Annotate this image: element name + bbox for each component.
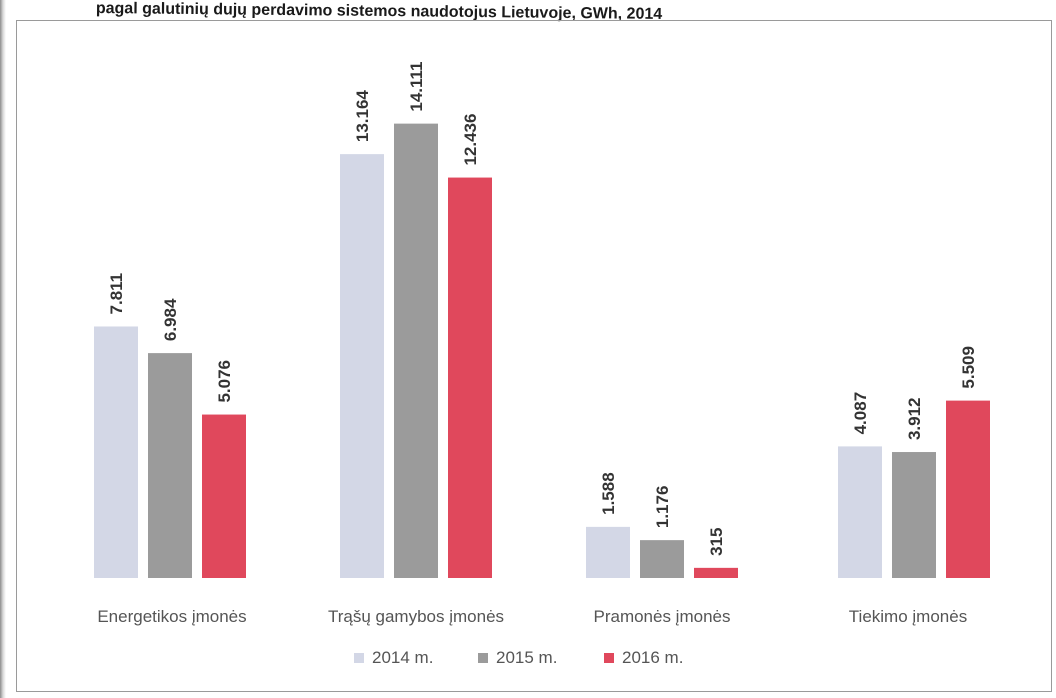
chart-frame [16, 20, 1052, 692]
bar [838, 446, 882, 578]
category-label: Energetikos įmonės [97, 607, 246, 626]
data-label: 5.509 [959, 346, 978, 389]
data-label: 5.076 [215, 360, 234, 403]
data-label: 7.811 [107, 273, 126, 315]
legend-swatch [478, 653, 488, 663]
legend-swatch [354, 653, 364, 663]
data-label: 1.588 [599, 472, 618, 515]
bar [640, 540, 684, 578]
bar [448, 177, 492, 579]
bar [148, 353, 192, 578]
legend-label: 2014 m. [372, 648, 433, 667]
legend-label: 2016 m. [622, 648, 683, 667]
data-label: 3.912 [905, 397, 924, 440]
data-label: 6.984 [161, 298, 180, 341]
data-label: 4.087 [851, 392, 870, 435]
category-label: Pramonės įmonės [593, 607, 730, 626]
bar [202, 414, 246, 578]
bar [394, 123, 438, 579]
data-label: 13.164 [353, 90, 372, 143]
bar [586, 526, 630, 578]
data-label: 315 [707, 527, 726, 555]
legend-swatch [604, 653, 614, 663]
scan-edge [0, 0, 6, 698]
category-label: Trąšų gamybos įmonės [328, 607, 504, 626]
bar [694, 567, 738, 578]
bar [946, 400, 990, 578]
data-label: 12.436 [461, 114, 480, 166]
bar [94, 326, 138, 578]
data-label: 1.176 [653, 486, 672, 529]
legend-label: 2015 m. [496, 648, 557, 667]
data-label: 14.111 [407, 62, 426, 112]
bar [340, 154, 384, 578]
bar [892, 452, 936, 578]
category-label: Tiekimo įmonės [849, 607, 967, 626]
